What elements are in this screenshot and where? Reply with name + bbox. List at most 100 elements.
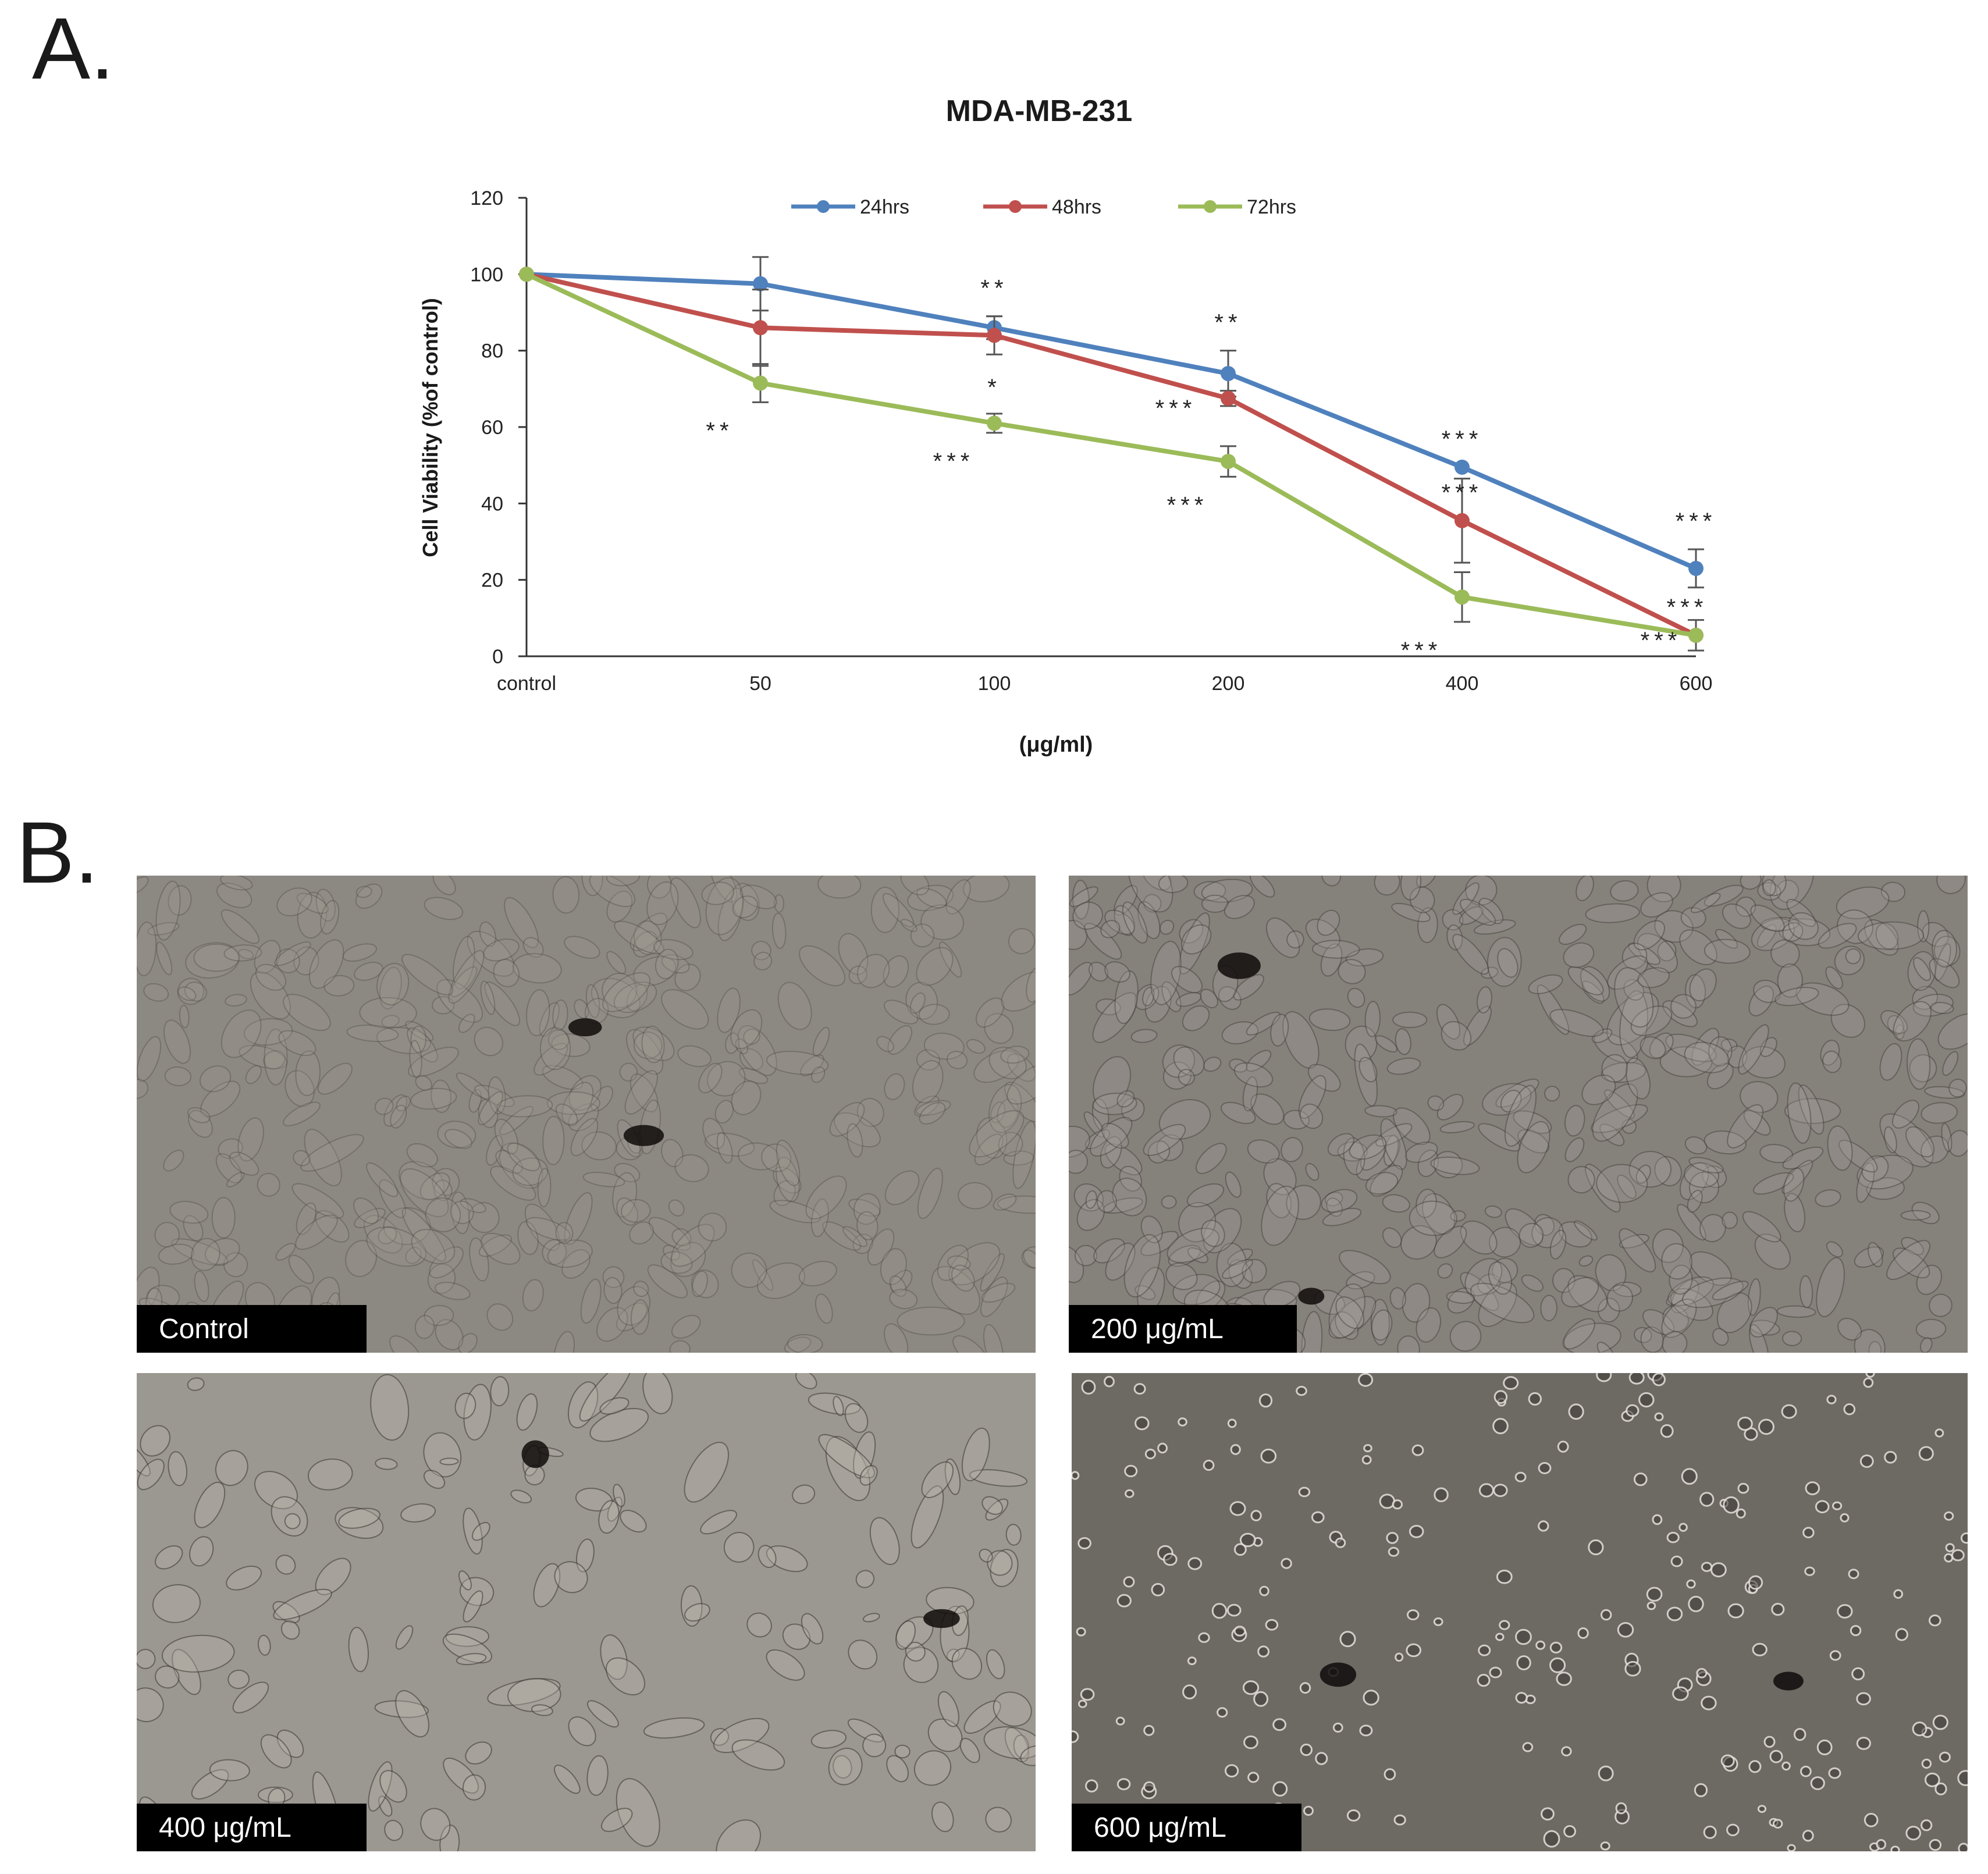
cell [209,1759,250,1781]
cell [1696,1668,1708,1679]
cell [844,1403,869,1433]
cell [1613,1281,1642,1297]
micrograph-label: 400 μg/mL [137,1804,367,1851]
cell [1263,1158,1297,1196]
cell [1084,923,1122,960]
cell [1921,1135,1950,1164]
cell [1945,1543,1955,1552]
cell [1143,894,1162,913]
cell [660,1251,693,1274]
cell [1640,1326,1664,1353]
cell [1080,1688,1095,1701]
cell [1654,1412,1664,1421]
cell [295,1214,338,1250]
cell [1270,1014,1289,1047]
panel-a-label: A. [32,0,115,97]
cell [1383,1134,1399,1167]
annotations: ******************************* *** [706,276,1712,663]
cell [1782,922,1804,942]
debris-speck [1773,1672,1804,1691]
cell [910,923,935,948]
cell [188,1110,213,1138]
cell [895,1620,916,1650]
cell [945,879,971,915]
cell [761,1143,792,1172]
cell [1564,1137,1585,1162]
cell [616,1197,639,1226]
cell [784,1336,812,1353]
cell [1482,1083,1532,1116]
cell [1537,984,1570,1035]
cell [591,977,641,1019]
micrograph-label: 600 μg/mL [1072,1804,1301,1851]
cell [1021,1246,1036,1269]
cell [1757,882,1781,901]
cell [1497,948,1518,978]
cell [1699,1214,1726,1243]
cell [410,1087,457,1110]
cell [1875,922,1899,950]
cell [1221,1021,1259,1044]
cell [862,1733,887,1758]
cell [458,1333,478,1353]
cell [155,880,181,941]
cell [1072,880,1090,920]
cell [1845,948,1861,965]
cell [1434,1225,1467,1258]
cell [526,989,550,1037]
cell [1688,1157,1724,1174]
cell [1895,1628,1908,1641]
cell [1321,876,1342,887]
cell [937,1244,969,1281]
cell [411,1229,456,1264]
cell [969,1469,1027,1487]
cell [467,930,515,977]
cell [1317,909,1340,936]
cell [959,1738,980,1763]
cell [710,876,738,903]
x-tick-label: 400 [1446,673,1479,695]
cell [1076,1199,1105,1231]
micrograph-background [1072,1373,1968,1851]
cell [226,1172,245,1187]
cell [409,1040,422,1079]
cell [1848,1569,1859,1580]
cell [1229,1501,1246,1516]
cell [296,1202,316,1235]
cell [1234,1543,1247,1556]
cell [390,1104,407,1129]
cell [1395,1028,1411,1055]
cell [1216,1242,1247,1288]
cell [698,1062,723,1094]
cell [731,1252,767,1288]
cell [1069,962,1093,995]
cell [1781,1160,1813,1194]
cell [1491,1257,1518,1283]
cell [1925,1772,1940,1787]
cell [648,1217,691,1251]
cell [1826,1395,1837,1404]
cell [590,1086,614,1112]
cell [752,1259,774,1291]
cell [1783,1167,1805,1202]
cell [707,1061,746,1097]
cell [1450,1210,1466,1222]
cell [1562,1318,1595,1350]
cell [1026,967,1036,1003]
cell [183,1215,204,1242]
cell [184,982,207,1002]
axes: 0 20 40 60 80 100 120 control 50 100 200 400 600 [470,187,1712,695]
cell [1922,922,1949,947]
cell [862,1613,880,1623]
cell [1091,1098,1109,1131]
cell [1800,1765,1812,1777]
cell [1163,1553,1178,1566]
cell [799,945,845,987]
cell [537,1168,552,1208]
cell [787,1334,823,1353]
cell [297,891,328,939]
cell [522,937,544,958]
cell [1346,1271,1375,1290]
cell [1281,1557,1292,1569]
cell [456,1072,490,1100]
